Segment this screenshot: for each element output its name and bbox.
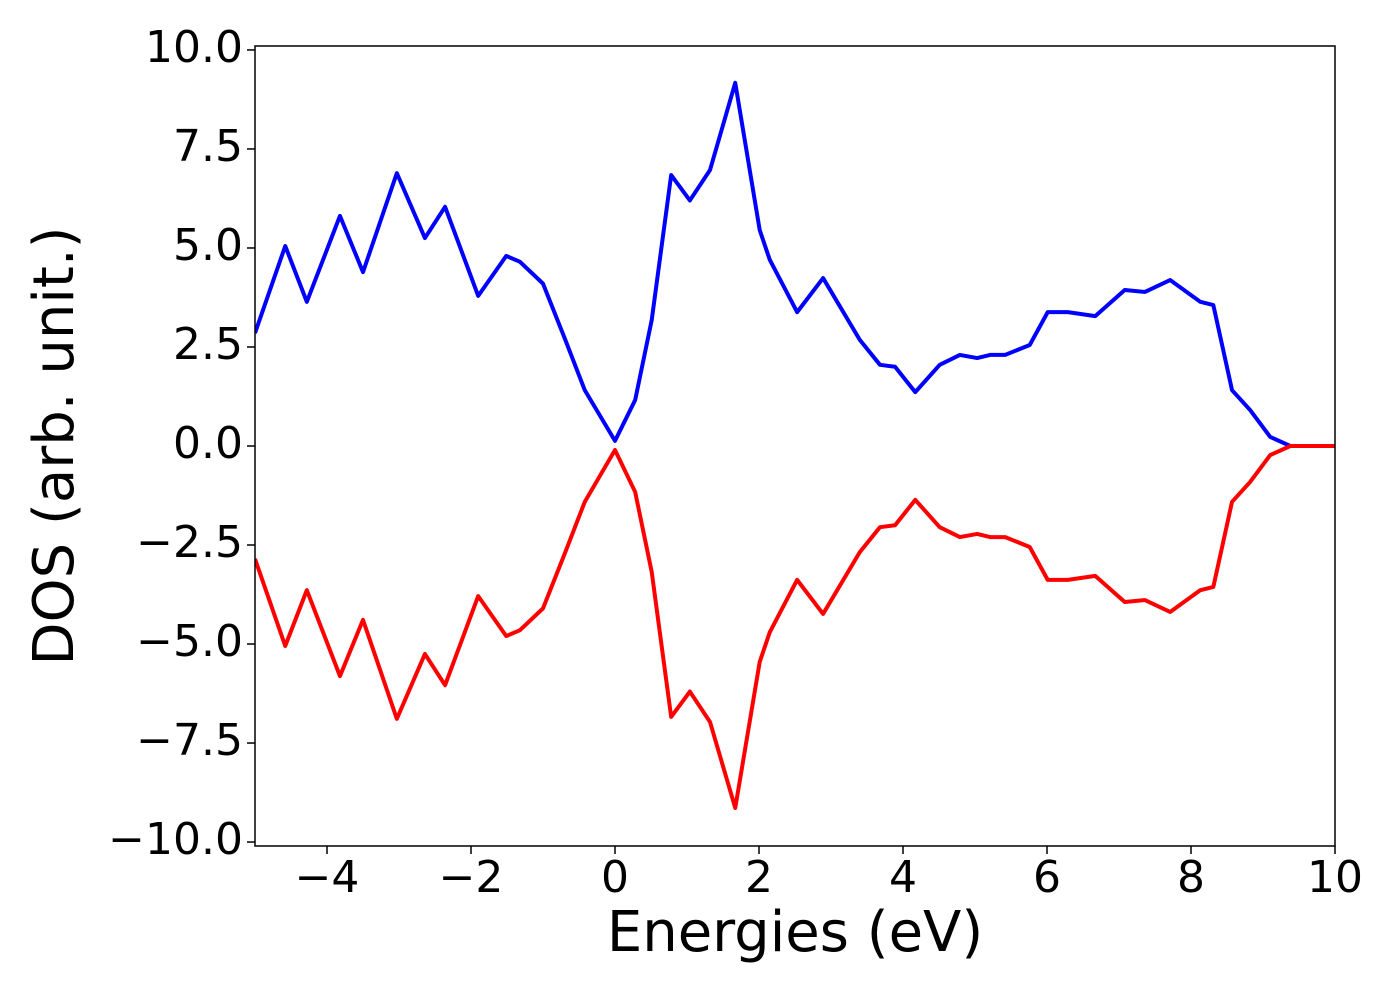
y-tick-label: −5.0 — [136, 616, 243, 667]
data-line — [255, 80, 1335, 448]
y-tick-label: 10.0 — [145, 22, 243, 73]
y-tick-label: −7.5 — [136, 715, 243, 766]
y-tick-label: 2.5 — [173, 319, 243, 370]
x-tick-label: 0 — [601, 852, 629, 903]
y-axis-label: DOS (arb. unit.) — [22, 226, 87, 665]
x-tick-label: 2 — [745, 852, 773, 903]
x-axis-label: Energies (eV) — [607, 900, 983, 965]
x-tick-label: −4 — [295, 852, 360, 903]
data-line — [255, 444, 1335, 810]
plot-frame — [254, 45, 1336, 847]
x-tick-label: 4 — [889, 852, 917, 903]
y-tick-label: −10.0 — [108, 814, 243, 865]
y-tick-label: 5.0 — [173, 220, 243, 271]
y-tick-label: −2.5 — [136, 517, 243, 568]
y-tick-label: 0.0 — [173, 418, 243, 469]
x-tick-label: 8 — [1177, 852, 1205, 903]
x-tick-label: 10 — [1307, 852, 1363, 903]
y-tick-label: 7.5 — [173, 121, 243, 172]
x-tick-label: 6 — [1033, 852, 1061, 903]
x-tick-label: −2 — [439, 852, 504, 903]
